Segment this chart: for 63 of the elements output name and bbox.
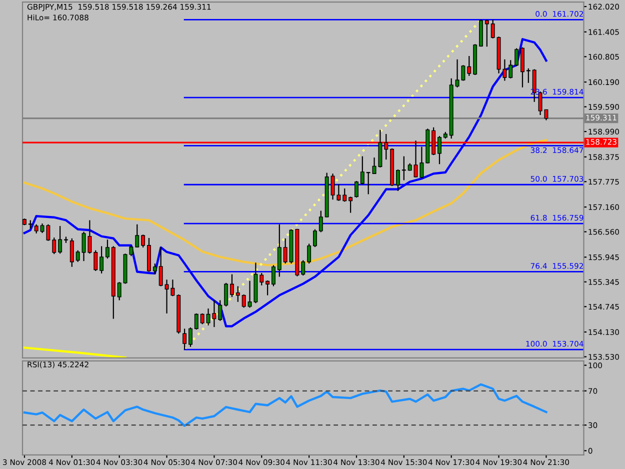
candlestick [158,246,163,287]
candlestick [277,224,282,278]
candlestick [455,58,460,88]
candlestick [100,246,104,274]
candlestick [526,68,530,84]
candlestick [266,280,270,296]
candlestick [508,60,513,79]
candlestick [224,282,228,307]
candlestick [218,300,222,322]
candlestick [396,168,400,192]
candlestick [354,180,358,198]
candlestick [58,225,62,254]
candlestick [135,224,140,248]
candlestick [461,64,466,82]
candlestick [336,184,341,202]
candlestick [236,286,240,302]
candlestick [313,228,317,248]
candlestick [366,171,370,195]
candlestick [248,280,252,308]
candlestick [307,243,312,264]
candlestick [170,279,175,297]
line-series [23,383,548,427]
candlestick [520,46,524,88]
candlestick [40,222,44,234]
candlestick [182,328,187,350]
candlestick [467,55,472,76]
candlestick [318,210,323,233]
candlestick [106,239,110,260]
candlestick [260,272,264,286]
candlestick [52,236,56,255]
candlestick [46,224,50,242]
candlestick [330,173,335,200]
candlestick [164,279,169,314]
candlestick [206,308,210,326]
candlestick [420,146,424,180]
candlestick [272,264,276,287]
candlestick [242,294,246,308]
candlestick [342,188,347,202]
candlestick [514,48,519,67]
candlestick [348,196,353,214]
candlestick [301,260,306,276]
candlestick [212,300,216,328]
candlestick [129,244,134,257]
candlestick [76,250,80,262]
candlestick [117,282,122,301]
candlestick [230,274,234,298]
candlestick [152,262,157,275]
candlestick [188,326,192,348]
candlestick [378,129,382,168]
candlestick [283,238,288,264]
candlestick [200,312,204,325]
candlestick [438,136,442,165]
candlestick [194,312,198,330]
candlestick [484,19,489,48]
candlestick [88,220,92,254]
candlestick [70,238,74,268]
candlestick [141,234,146,248]
candlestick [502,58,507,82]
candlestick [360,156,364,185]
candlestick [490,19,495,39]
candlestick [402,156,406,181]
candlestick [34,224,38,234]
candlestick [94,250,98,272]
